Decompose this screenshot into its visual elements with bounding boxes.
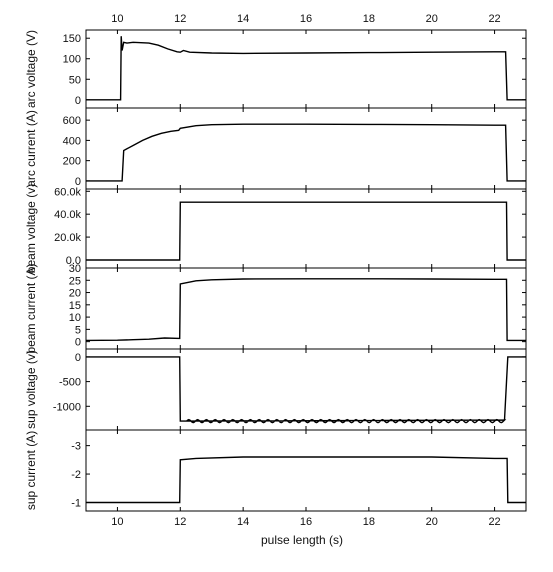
- y-tick-label: 25: [69, 275, 81, 287]
- y-tick-label: 150: [63, 33, 81, 45]
- x-tick-label: 18: [363, 516, 375, 528]
- series-line: [86, 201, 526, 261]
- series-line: [86, 356, 526, 424]
- y-tick-label: 60.0k: [54, 186, 81, 198]
- y-axis-title: arc current (A): [24, 110, 38, 187]
- y-axis-title: beam voltage (v): [24, 184, 38, 273]
- series-line: [86, 456, 526, 504]
- panel-frame: [85, 348, 527, 431]
- x-tick-label: 12: [174, 516, 186, 528]
- y-tick-label: 10: [69, 312, 81, 324]
- y-tick-label: -1000: [53, 401, 81, 413]
- x-tick-label: 10: [111, 516, 123, 528]
- y-tick-label: 50: [69, 74, 81, 86]
- y-tick-label: 0.0: [66, 255, 81, 267]
- y-tick-label: 600: [63, 115, 81, 127]
- y-tick-label: 0: [75, 95, 81, 107]
- y-tick-label: 5: [75, 324, 81, 336]
- y-tick-label: 400: [63, 135, 81, 147]
- panel-6: -1 -2 -3 sup current (A): [24, 429, 527, 512]
- x-tick-label: 14: [237, 516, 249, 528]
- y-tick-label: 15: [69, 300, 81, 312]
- x-tick-label: 20: [426, 516, 438, 528]
- x-tick-label: 22: [488, 516, 500, 528]
- y-tick-label: 40.0k: [54, 209, 81, 221]
- y-tick-label: 30: [69, 263, 81, 275]
- panel-frame: [85, 267, 527, 350]
- y-axis-title: beam current (A): [24, 263, 38, 353]
- y-tick-label: -2: [71, 469, 81, 481]
- series-line: [85, 278, 526, 342]
- x-tick-label: 16: [300, 516, 312, 528]
- y-axis-title: sup current (A): [24, 431, 38, 510]
- y-tick-label: 0: [75, 337, 81, 349]
- panel-3: 0.0 20.0k 40.0k 60.0k beam voltage (v): [24, 184, 527, 273]
- panel-frame: [85, 429, 527, 512]
- y-tick-label: 20.0k: [54, 232, 81, 244]
- x-tick-label-top: 18: [363, 13, 375, 25]
- y-tick-label: 20: [69, 288, 81, 300]
- panel-frame: [85, 188, 527, 269]
- y-tick-label: 0: [75, 176, 81, 188]
- panel-1: 0 50 100 150 arc voltage (V): [24, 29, 527, 109]
- series-line: [86, 123, 526, 182]
- x-tick-label-top: 20: [426, 13, 438, 25]
- y-axis-title: sup voltage (v): [24, 350, 38, 429]
- x-tick-label-top: 10: [111, 13, 123, 25]
- x-tick-label-top: 14: [237, 13, 249, 25]
- panel-frame: [85, 107, 527, 190]
- x-tick-label-top: 16: [300, 13, 312, 25]
- top-x-axis: 10 12 14 16 18 20 22: [111, 13, 500, 25]
- panel-2: 0 200 400 600 arc current (A): [24, 107, 527, 190]
- series-line: [86, 36, 526, 101]
- y-tick-label: 0: [75, 352, 81, 364]
- bottom-x-axis: 10 12 14 16 18 20 22: [111, 516, 500, 528]
- y-axis-title: arc voltage (V): [24, 30, 38, 108]
- panel-frame: [85, 29, 527, 109]
- panel-5: 0 -500 -1000 sup voltage (v): [24, 348, 527, 431]
- y-tick-label: 100: [63, 54, 81, 66]
- y-tick-label: -1: [71, 497, 81, 509]
- y-tick-label: -500: [59, 377, 81, 389]
- x-tick-label-top: 22: [488, 13, 500, 25]
- x-axis-title: pulse length (s): [261, 533, 343, 547]
- y-tick-label: -3: [71, 441, 81, 453]
- y-tick-label: 200: [63, 156, 81, 168]
- x-tick-label-top: 12: [174, 13, 186, 25]
